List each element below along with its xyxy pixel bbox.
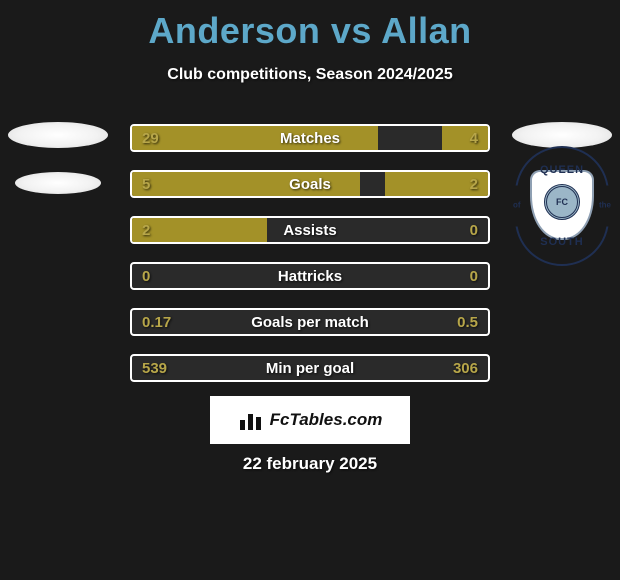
- page-subtitle: Club competitions, Season 2024/2025: [0, 66, 620, 84]
- stat-row-assists: Assists20: [130, 216, 490, 244]
- right-player-logos: FC QUEEN SOUTH of the: [512, 122, 612, 244]
- crest-text-left: of: [513, 201, 521, 210]
- stat-row-goals: Goals52: [130, 170, 490, 198]
- stat-fill-right: [385, 172, 488, 196]
- stat-value-right: 0.5: [447, 310, 488, 334]
- stat-value-right: 0: [460, 218, 488, 242]
- stat-row-hattricks: Hattricks0 0: [130, 262, 490, 290]
- stat-fill-left: [132, 126, 378, 150]
- date-label: 22 february 2025: [0, 454, 620, 474]
- brand-box: FcTables.com: [210, 396, 410, 444]
- brand-chart-icon: [238, 410, 264, 430]
- left-logo-placeholder-2: [15, 172, 101, 194]
- stat-value-left: 0: [132, 264, 160, 288]
- stat-fill-right: [442, 126, 488, 150]
- stat-row-goals-per-match: Goals per match0.17 0.5: [130, 308, 490, 336]
- page-title: Anderson vs Allan: [0, 0, 620, 52]
- stat-value-left: 539: [132, 356, 177, 380]
- right-logo-placeholder-1: [512, 122, 612, 148]
- brand-text: FcTables.com: [270, 410, 383, 430]
- crest-center: FC: [544, 184, 580, 220]
- crest-text-bottom: SOUTH: [540, 236, 584, 248]
- stat-value-left: 0.17: [132, 310, 181, 334]
- stat-label: Min per goal: [132, 356, 488, 380]
- stat-fill-left: [132, 218, 267, 242]
- comparison-bars: Matches294Goals52Assists20Hattricks00Goa…: [130, 124, 490, 382]
- stat-label: Hattricks: [132, 264, 488, 288]
- left-player-logos: [8, 122, 108, 194]
- stat-value-right: 0: [460, 264, 488, 288]
- crest-text-top: QUEEN: [540, 164, 584, 176]
- stat-value-right: 306: [443, 356, 488, 380]
- stat-fill-left: [132, 172, 360, 196]
- left-logo-placeholder-1: [8, 122, 108, 148]
- stat-row-min-per-goal: Min per goal539 306: [130, 354, 490, 382]
- queen-of-the-south-crest: FC QUEEN SOUTH of the: [515, 166, 609, 244]
- stat-label: Goals per match: [132, 310, 488, 334]
- stat-row-matches: Matches294: [130, 124, 490, 152]
- crest-text-right: the: [599, 201, 611, 210]
